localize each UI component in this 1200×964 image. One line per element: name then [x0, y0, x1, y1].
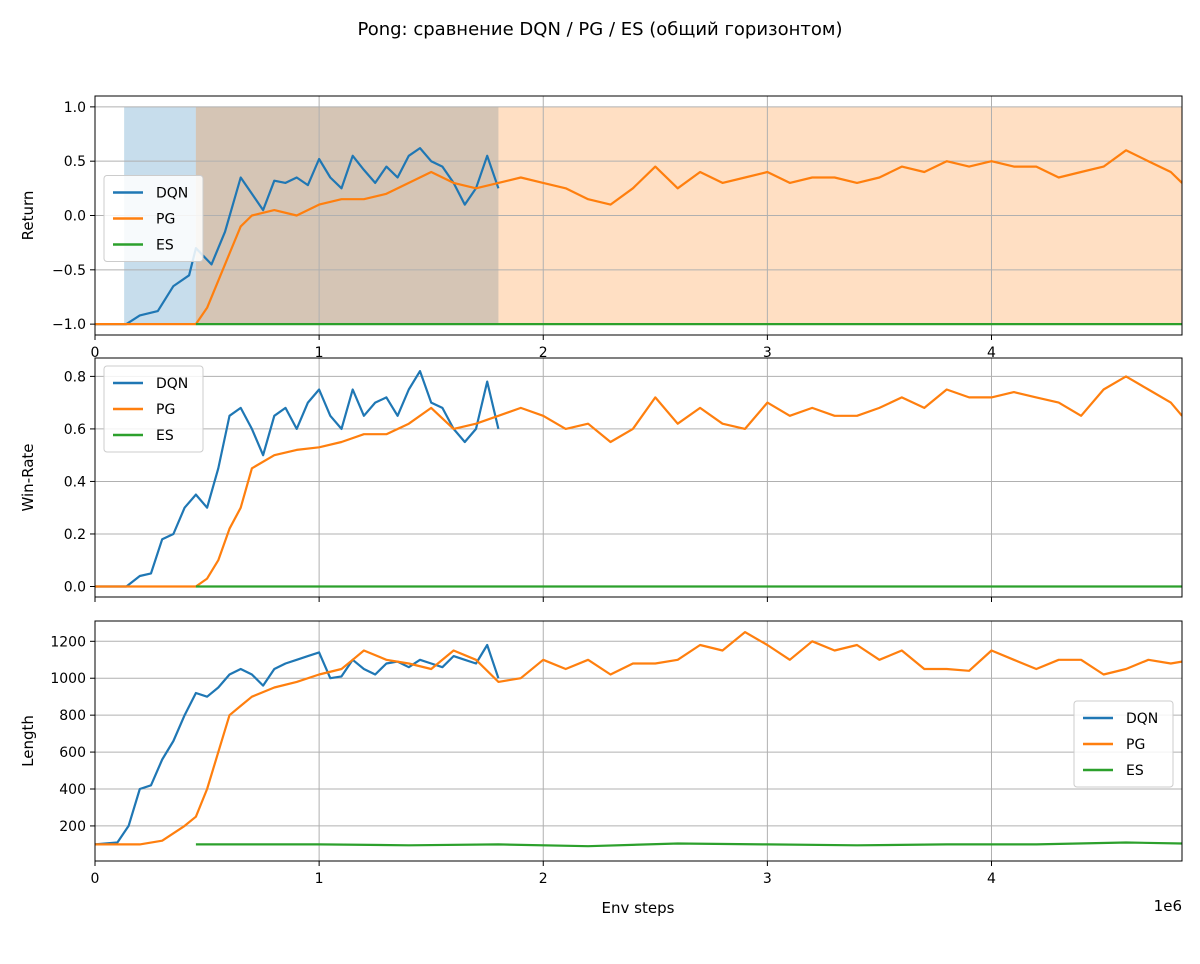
x-tick-label: 4 — [987, 871, 996, 887]
x-axis-offset-label: 1e6 — [1154, 897, 1182, 915]
series-line-es — [195, 841, 1182, 848]
legend-label-dqn: DQN — [1126, 711, 1158, 727]
legend-label-pg: PG — [156, 212, 175, 228]
x-tick-label: 2 — [539, 345, 548, 361]
y-axis-label: Length — [19, 715, 37, 767]
series-line-pg — [95, 375, 1182, 588]
winrate-panel: 0.0 0.2 0.4 0.6 0.8 Win-Rate DQN PG ES — [19, 357, 1183, 602]
legend-label-pg: PG — [1126, 737, 1145, 753]
x-axis-label: Env steps — [602, 899, 675, 917]
figure-title: Pong: сравнение DQN / PG / ES (общий гор… — [358, 19, 843, 40]
y-tick-label: 200 — [59, 819, 86, 835]
y-tick-label: 800 — [59, 708, 86, 724]
return-panel: 0 1 2 3 4 −1.0 −0.5 0.0 0.5 1.0 Return DQN PG ES — [19, 95, 1183, 361]
series-line-dqn — [95, 643, 500, 846]
y-tick-label: 0.6 — [64, 422, 86, 438]
y-tick-label: 0.4 — [64, 474, 86, 490]
length-panel: 0 1 2 3 4 200 400 600 800 1000 1200 Length DQN PG ES — [19, 620, 1183, 887]
legend-label-es: ES — [156, 428, 174, 444]
x-tick-label: 4 — [987, 345, 996, 361]
legend: DQN PG ES — [103, 365, 204, 453]
x-tick-label: 1 — [315, 871, 324, 887]
legend-label-dqn: DQN — [156, 186, 188, 202]
axes-frame — [94, 357, 1183, 598]
axes-frame — [94, 620, 1183, 862]
y-tick-label: 1200 — [50, 634, 86, 650]
y-tick-label: −1.0 — [52, 317, 86, 333]
y-axis-label: Return — [19, 191, 37, 241]
legend-label-es: ES — [1126, 763, 1144, 779]
y-tick-label: 0.2 — [64, 527, 86, 543]
x-tick-label: 3 — [763, 871, 772, 887]
y-tick-label: 0.0 — [64, 209, 86, 225]
series-line-dqn — [95, 147, 500, 326]
legend-box — [103, 175, 204, 262]
y-tick-label: 0.5 — [64, 154, 86, 170]
series-line-pg — [95, 630, 1182, 846]
series-line-dqn — [95, 370, 500, 588]
x-tick-label: 0 — [91, 871, 100, 887]
x-tick-label: 1 — [315, 345, 324, 361]
x-tick-label: 3 — [763, 345, 772, 361]
legend: DQN PG ES — [1073, 700, 1174, 788]
x-tick-label: 0 — [91, 345, 100, 361]
x-tick-label: 2 — [539, 871, 548, 887]
legend-label-es: ES — [156, 238, 174, 254]
legend-box — [1073, 700, 1174, 788]
y-tick-label: 400 — [59, 782, 86, 798]
y-tick-label: 1000 — [50, 671, 86, 687]
y-tick-label: −0.5 — [52, 263, 86, 279]
legend-box — [103, 365, 204, 453]
legend-label-dqn: DQN — [156, 376, 188, 392]
y-axis-label: Win-Rate — [19, 444, 37, 512]
y-tick-label: 0.8 — [64, 369, 86, 385]
legend: DQN PG ES — [103, 175, 204, 262]
y-tick-label: 0.0 — [64, 579, 86, 595]
legend-label-pg: PG — [156, 402, 175, 418]
y-tick-label: 600 — [59, 745, 86, 761]
series-line-pg — [95, 149, 1182, 326]
y-tick-label: 1.0 — [64, 100, 86, 116]
